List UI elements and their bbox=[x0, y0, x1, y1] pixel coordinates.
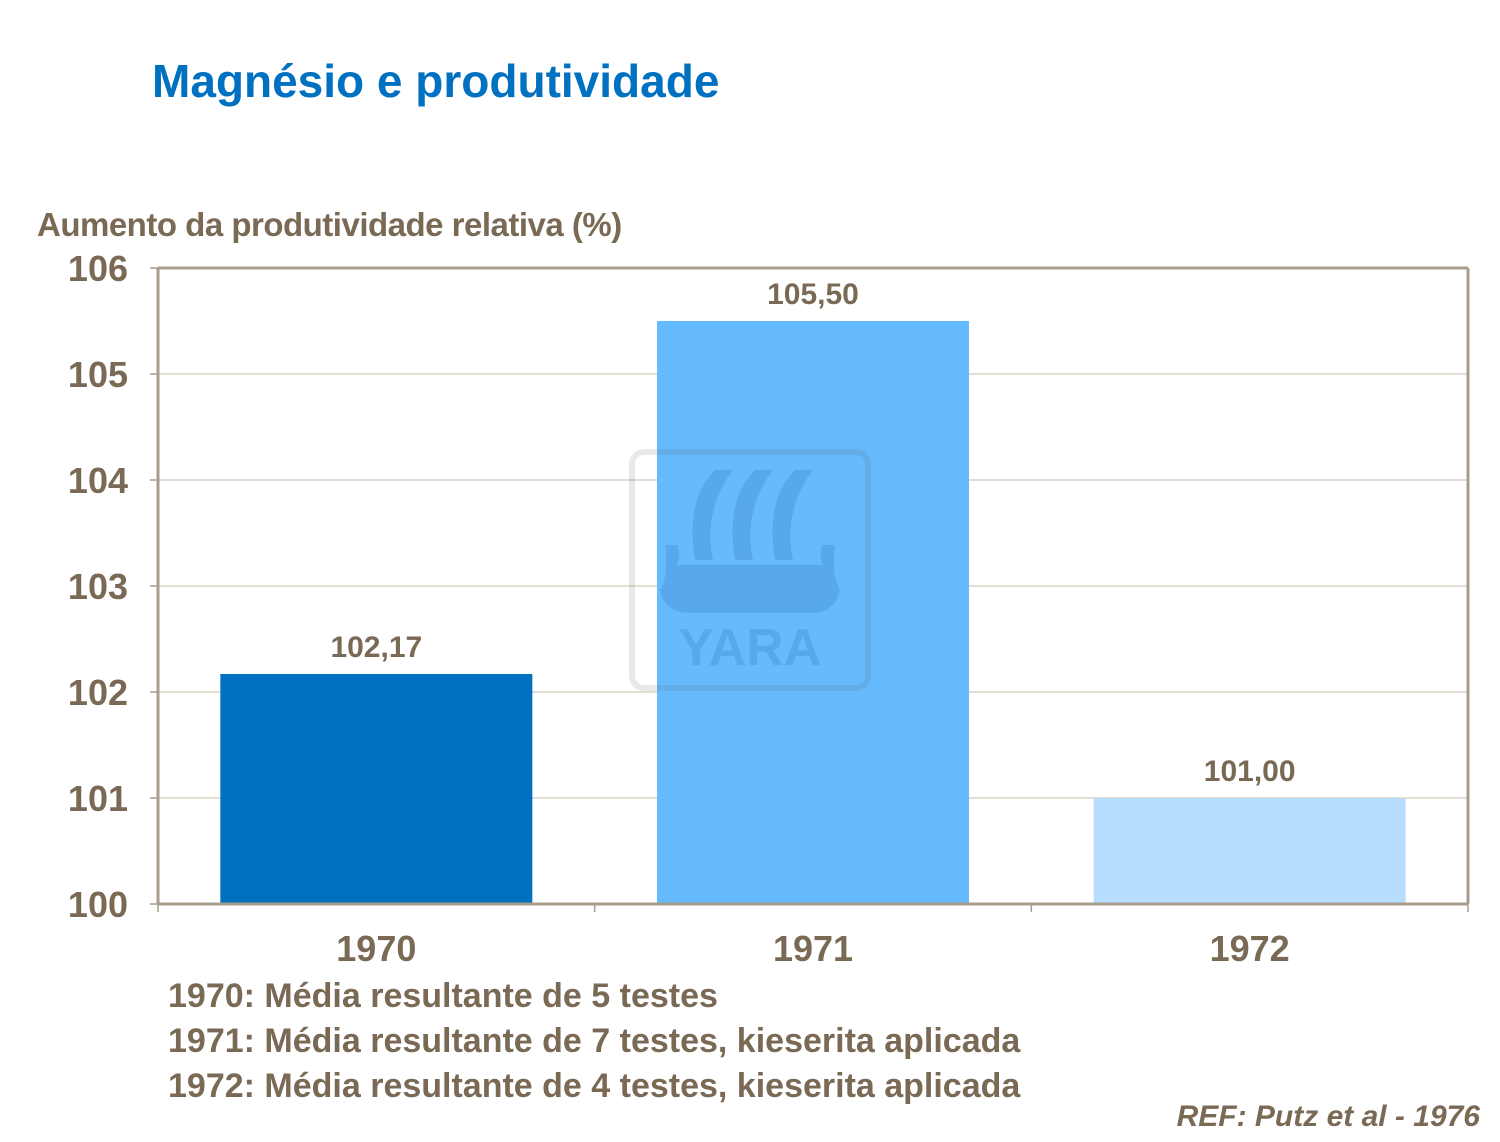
y-tick-label: 100 bbox=[68, 884, 128, 925]
y-tick-label: 103 bbox=[68, 566, 128, 607]
plot-frame bbox=[150, 266, 1470, 912]
x-tick-label: 1970 bbox=[336, 928, 416, 969]
axis-labels: 100 101 102 103 104 105 106 102,17 1970 105,50 197… bbox=[68, 248, 1296, 969]
bar-1972 bbox=[1093, 798, 1406, 904]
footnotes: 1970: Média resultante de 5 testes 1971:… bbox=[168, 974, 1020, 1109]
footnote: 1972: Média resultante de 4 testes, kies… bbox=[168, 1067, 1021, 1105]
bars bbox=[220, 321, 1406, 904]
y-tick-label: 104 bbox=[68, 460, 128, 501]
footnote: 1970: Média resultante de 5 testes bbox=[168, 977, 718, 1015]
x-tick-label: 1972 bbox=[1210, 928, 1290, 969]
bar-1971 bbox=[657, 321, 969, 904]
y-tick-label: 102 bbox=[68, 672, 128, 713]
y-axis-label: Aumento da produtividade relativa (%) bbox=[37, 206, 622, 243]
bar-1970 bbox=[220, 673, 533, 904]
svg-text:YARA: YARA bbox=[679, 619, 822, 677]
page-title: Magnésio e produtividade bbox=[152, 55, 720, 107]
footnote: 1971: Média resultante de 7 testes, kies… bbox=[168, 1022, 1021, 1060]
y-tick-label: 106 bbox=[68, 248, 128, 289]
data-label: 105,50 bbox=[767, 278, 859, 311]
y-tick-label: 101 bbox=[68, 778, 128, 819]
data-label: 101,00 bbox=[1204, 755, 1296, 788]
data-label: 102,17 bbox=[330, 631, 422, 664]
yara-watermark-logo: YARA bbox=[629, 449, 871, 691]
x-tick-label: 1971 bbox=[773, 928, 853, 969]
reference: REF: Putz et al - 1976 bbox=[1176, 1100, 1480, 1133]
y-tick-label: 105 bbox=[68, 354, 128, 395]
